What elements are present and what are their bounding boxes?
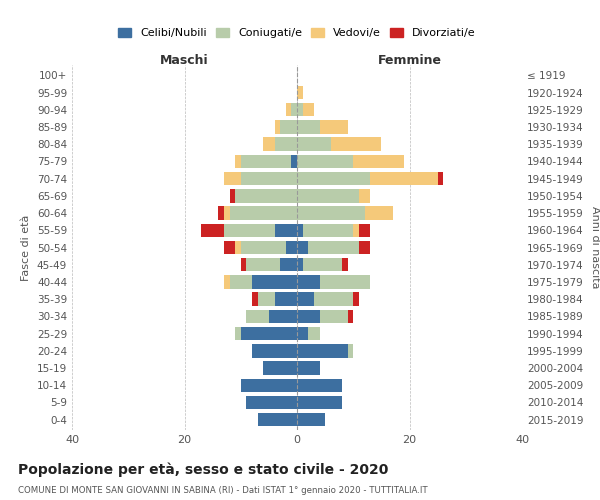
Bar: [280, 120, 297, 134]
Bar: [297, 275, 320, 288]
Bar: [297, 327, 308, 340]
Bar: [292, 154, 297, 168]
Bar: [353, 154, 404, 168]
Bar: [302, 224, 353, 237]
Bar: [297, 138, 331, 151]
Bar: [297, 189, 359, 202]
Bar: [320, 310, 347, 323]
Bar: [297, 378, 342, 392]
Bar: [235, 189, 297, 202]
Bar: [224, 224, 275, 237]
Bar: [297, 362, 320, 374]
Bar: [235, 154, 241, 168]
Bar: [297, 241, 308, 254]
Bar: [263, 138, 275, 151]
Text: Popolazione per età, sesso e stato civile - 2020: Popolazione per età, sesso e stato civil…: [18, 462, 388, 477]
Bar: [353, 224, 359, 237]
Bar: [241, 241, 286, 254]
Bar: [257, 292, 275, 306]
Bar: [302, 258, 342, 272]
Bar: [275, 120, 280, 134]
Bar: [229, 189, 235, 202]
Bar: [218, 206, 224, 220]
Bar: [370, 172, 437, 186]
Bar: [320, 120, 347, 134]
Bar: [292, 103, 297, 117]
Bar: [297, 172, 370, 186]
Bar: [297, 310, 320, 323]
Bar: [275, 138, 297, 151]
Bar: [297, 103, 302, 117]
Bar: [297, 120, 320, 134]
Bar: [331, 138, 382, 151]
Bar: [247, 258, 280, 272]
Bar: [224, 172, 241, 186]
Bar: [241, 154, 292, 168]
Bar: [241, 258, 247, 272]
Bar: [297, 224, 302, 237]
Bar: [347, 344, 353, 358]
Bar: [224, 241, 235, 254]
Bar: [224, 275, 229, 288]
Bar: [353, 292, 359, 306]
Bar: [286, 241, 297, 254]
Bar: [202, 224, 224, 237]
Bar: [280, 258, 297, 272]
Legend: Celibi/Nubili, Coniugati/e, Vedovi/e, Divorziati/e: Celibi/Nubili, Coniugati/e, Vedovi/e, Di…: [114, 23, 480, 43]
Bar: [252, 275, 297, 288]
Bar: [269, 310, 297, 323]
Bar: [252, 292, 257, 306]
Bar: [247, 310, 269, 323]
Bar: [308, 327, 320, 340]
Bar: [257, 413, 297, 426]
Bar: [252, 344, 297, 358]
Bar: [365, 206, 392, 220]
Bar: [359, 224, 370, 237]
Text: Femmine: Femmine: [377, 54, 442, 66]
Bar: [297, 413, 325, 426]
Bar: [297, 206, 365, 220]
Bar: [297, 86, 302, 100]
Text: Maschi: Maschi: [160, 54, 209, 66]
Bar: [241, 172, 297, 186]
Bar: [275, 292, 297, 306]
Bar: [235, 327, 241, 340]
Bar: [297, 396, 342, 409]
Bar: [437, 172, 443, 186]
Bar: [347, 310, 353, 323]
Bar: [302, 103, 314, 117]
Bar: [247, 396, 297, 409]
Bar: [229, 275, 252, 288]
Bar: [342, 258, 347, 272]
Bar: [297, 344, 347, 358]
Bar: [286, 103, 292, 117]
Bar: [241, 327, 297, 340]
Bar: [297, 258, 302, 272]
Bar: [224, 206, 229, 220]
Y-axis label: Fasce di età: Fasce di età: [22, 214, 31, 280]
Bar: [275, 224, 297, 237]
Bar: [359, 189, 370, 202]
Text: COMUNE DI MONTE SAN GIOVANNI IN SABINA (RI) - Dati ISTAT 1° gennaio 2020 - TUTTI: COMUNE DI MONTE SAN GIOVANNI IN SABINA (…: [18, 486, 428, 495]
Bar: [320, 275, 370, 288]
Bar: [297, 154, 353, 168]
Bar: [241, 378, 297, 392]
Y-axis label: Anni di nascita: Anni di nascita: [590, 206, 600, 289]
Bar: [263, 362, 297, 374]
Bar: [308, 241, 359, 254]
Bar: [359, 241, 370, 254]
Bar: [314, 292, 353, 306]
Bar: [297, 292, 314, 306]
Bar: [235, 241, 241, 254]
Bar: [229, 206, 297, 220]
